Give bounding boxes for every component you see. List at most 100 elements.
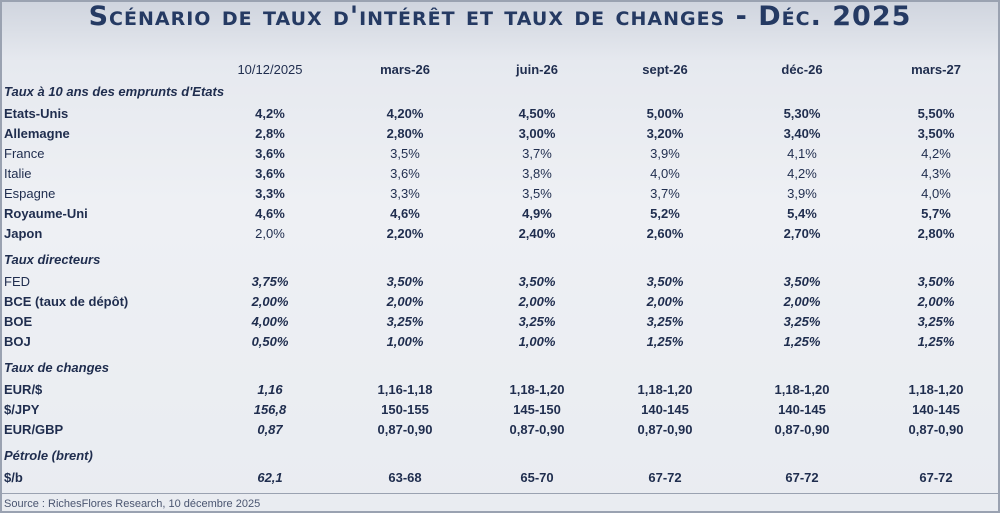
table-cell: 63-68 [388,470,422,485]
section-header: Taux de changes [0,358,1000,380]
row-label: EUR/GBP [4,422,64,437]
table-cell: 4,6% [390,206,420,221]
table-cell: 3,7% [522,146,552,161]
section-label: Taux de changes [4,360,109,375]
column-header: mars-27 [911,62,961,77]
table-cell: 3,50% [917,126,955,141]
table-cell: 3,7% [650,186,680,201]
table-cell: 1,18-1,20 [509,382,565,397]
table-cell: 62,1 [257,470,283,485]
row-label: Royaume-Uni [4,206,88,221]
table-cell: 2,40% [518,226,556,241]
table-cell: 0,87-0,90 [509,422,565,437]
table-cell: 2,00% [386,294,424,309]
table-row: Royaume-Uni 4,6% 4,6% 4,9% 5,2% 5,4% 5,7… [0,204,1000,224]
table-cell: 3,9% [650,146,680,161]
column-header: juin-26 [516,62,558,77]
table-cell: 3,5% [522,186,552,201]
row-label: Espagne [4,186,56,201]
table-row: EUR/$ 1,16 1,16-1,18 1,18-1,20 1,18-1,20… [0,380,1000,400]
table-cell: 2,80% [386,126,424,141]
table-cell: 3,75% [251,274,289,289]
row-label: $/JPY [4,402,40,417]
table-cell: 2,00% [518,294,556,309]
table-cell: 3,25% [518,314,556,329]
table-cell: 3,40% [783,126,821,141]
table-cell: 140-145 [912,402,960,417]
table-cell: 3,50% [917,274,955,289]
table-cell: 3,20% [646,126,684,141]
table-cell: 145-150 [513,402,561,417]
table-cell: 140-145 [641,402,689,417]
table-cell: 4,0% [921,186,951,201]
row-label: BCE (taux de dépôt) [4,294,129,309]
table-cell: 3,9% [787,186,817,201]
table-cell: 1,16 [257,382,283,397]
table-cell: 2,60% [646,226,684,241]
column-header: mars-26 [380,62,430,77]
table-row: $/b 62,1 63-68 65-70 67-72 67-72 67-72 [0,468,1000,488]
table-cell: 2,70% [783,226,821,241]
table-row: BCE (taux de dépôt) 2,00% 2,00% 2,00% 2,… [0,292,1000,312]
table-cell: 4,6% [255,206,285,221]
table-row: Etats-Unis 4,2% 4,20% 4,50% 5,00% 5,30% … [0,104,1000,124]
table-cell: 4,3% [921,166,951,181]
table-cell: 0,87-0,90 [774,422,830,437]
table-cell: 5,7% [921,206,951,221]
row-label: Etats-Unis [4,106,69,121]
table-cell: 2,80% [917,226,955,241]
table-cell: 156,8 [253,402,287,417]
table-cell: 3,5% [390,146,420,161]
table-cell: 3,8% [522,166,552,181]
table-row: Japon 2,0% 2,20% 2,40% 2,60% 2,70% 2,80% [0,224,1000,244]
table-cell: 4,2% [921,146,951,161]
row-label: Italie [4,166,32,181]
table-cell: 4,00% [251,314,289,329]
table-cell: 1,00% [386,334,424,349]
table-cell: 150-155 [381,402,429,417]
table-row: FED 3,75% 3,50% 3,50% 3,50% 3,50% 3,50% [0,272,1000,292]
table-cell: 2,00% [917,294,955,309]
table-cell: 2,00% [646,294,684,309]
table-cell: 0,87-0,90 [637,422,693,437]
table-row: EUR/GBP 0,87 0,87-0,90 0,87-0,90 0,87-0,… [0,420,1000,440]
table-cell: 3,50% [518,274,556,289]
section-label: Taux directeurs [4,252,101,267]
row-label: EUR/$ [4,382,43,397]
table-cell: 67-72 [785,470,819,485]
table-cell: 4,0% [650,166,680,181]
table-cell: 5,4% [787,206,817,221]
table-cell: 3,3% [390,186,420,201]
table-cell: 2,20% [386,226,424,241]
table-row: Espagne 3,3% 3,3% 3,5% 3,7% 3,9% 4,0% [0,184,1000,204]
table-cell: 3,50% [783,274,821,289]
row-label: France [4,146,45,161]
table-cell: 2,0% [255,226,285,241]
row-label: $/b [4,470,23,485]
table-cell: 1,18-1,20 [908,382,964,397]
row-label: Allemagne [4,126,70,141]
source-note: Source : RichesFlores Research, 10 décem… [0,493,1000,513]
column-header: sept-26 [642,62,688,77]
table-cell: 1,18-1,20 [774,382,830,397]
table-cell: 4,9% [522,206,552,221]
table-cell: 1,00% [518,334,556,349]
section-header: Taux à 10 ans des emprunts d'Etats [0,82,1000,104]
scenario-table: 10/12/2025 mars-26 juin-26 sept-26 déc-2… [0,60,1000,488]
table-cell: 0,50% [251,334,289,349]
table-cell: 3,25% [646,314,684,329]
page-title: Scénario de taux d'intérêt et taux de ch… [88,1,912,32]
table-cell: 5,2% [650,206,680,221]
table-cell: 67-72 [919,470,953,485]
table-cell: 3,00% [518,126,556,141]
table-cell: 5,50% [917,106,955,121]
table-cell: 3,25% [783,314,821,329]
table-cell: 65-70 [520,470,554,485]
row-label: Japon [4,226,43,241]
section-label: Taux à 10 ans des emprunts d'Etats [4,84,225,99]
section-label: Pétrole (brent) [4,448,93,463]
table-cell: 3,25% [917,314,955,329]
table-cell: 4,50% [518,106,556,121]
table-cell: 1,16-1,18 [377,382,433,397]
